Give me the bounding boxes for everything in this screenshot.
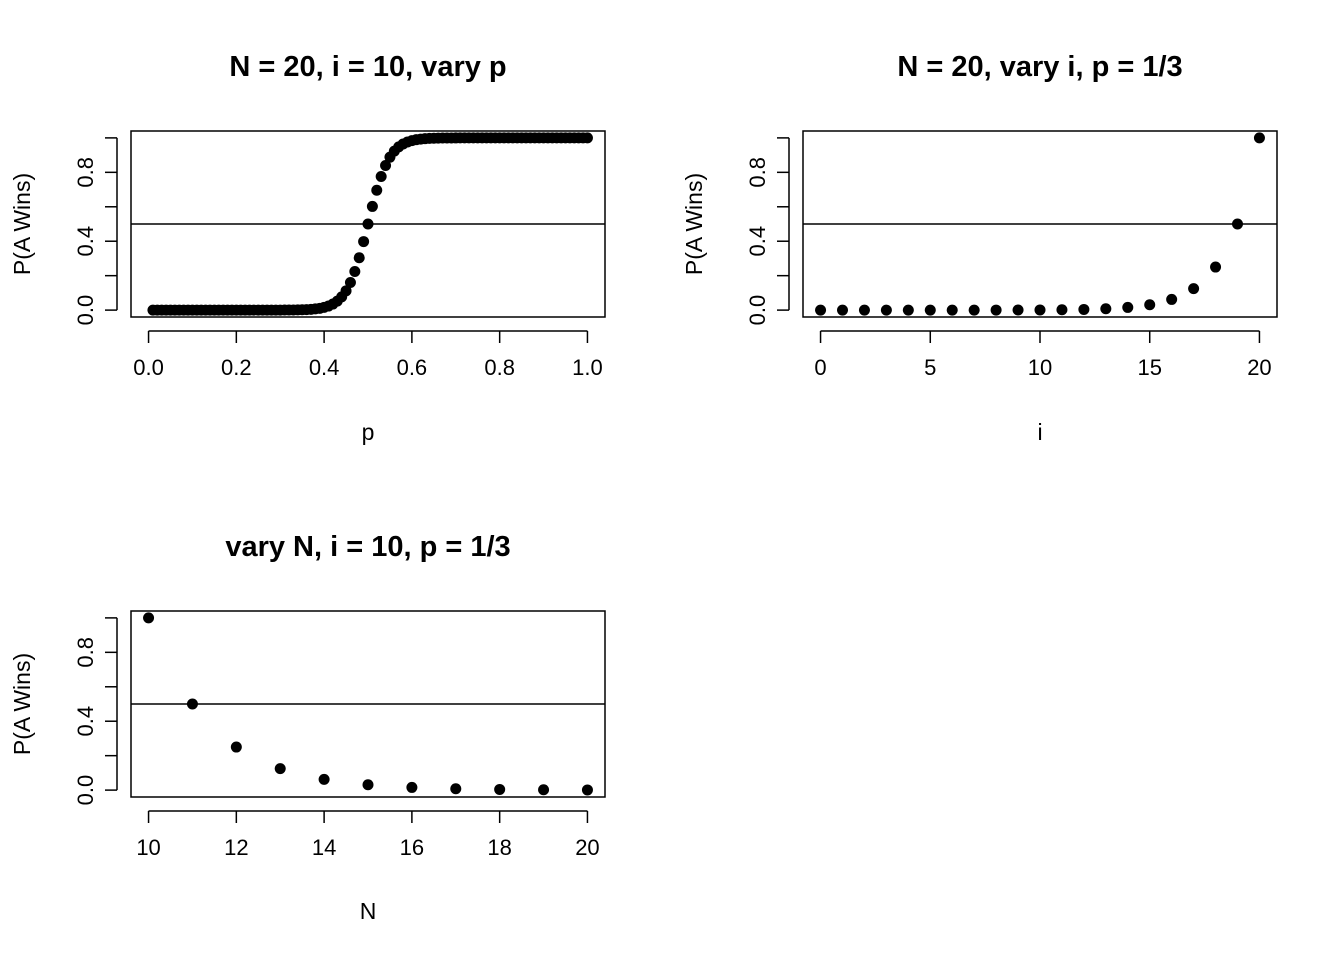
data-point	[318, 773, 330, 785]
data-point	[1122, 301, 1134, 313]
data-point	[366, 200, 378, 212]
x-axis-label: N	[360, 898, 377, 924]
data-point	[143, 612, 155, 624]
x-tick-label: 0.4	[309, 355, 340, 380]
chart-panel-1: N = 20, i = 10, vary p 0.0 0.2 0.4 0.6 0.8 1.0…	[9, 51, 606, 445]
y-tick-label: 0.4	[73, 226, 98, 257]
x-tick-label: 0.8	[484, 355, 515, 380]
x-tick-label: 12	[224, 835, 248, 860]
data-point	[924, 304, 936, 316]
y-tick-label: 0.4	[73, 706, 98, 737]
data-point	[358, 236, 370, 248]
chart-panel-3: vary N, i = 10, p = 1/3 10 12 14 16 18 20 0.0 0.…	[9, 531, 606, 924]
data-point	[968, 304, 980, 316]
data-point	[1232, 218, 1243, 230]
data-point	[1144, 299, 1156, 311]
data-point	[990, 304, 1002, 316]
data-point	[362, 779, 374, 791]
data-point	[581, 784, 593, 796]
data-point	[353, 252, 365, 264]
x-tick-label: 20	[575, 835, 599, 860]
data-point	[186, 698, 198, 710]
data-point	[1188, 283, 1200, 295]
x-tick-label: 0.6	[397, 355, 428, 380]
chart-title: N = 20, i = 10, vary p	[229, 51, 506, 83]
data-point	[450, 783, 462, 795]
y-axis-label: P(A Wins)	[681, 173, 707, 275]
data-point	[815, 304, 827, 316]
data-point	[344, 277, 356, 289]
data-point	[1012, 304, 1024, 316]
data-point	[946, 304, 958, 316]
x-axis-label: i	[1037, 419, 1042, 445]
x-tick-label: 15	[1137, 355, 1161, 380]
data-point	[371, 184, 383, 196]
data-point	[1210, 261, 1222, 273]
x-tick-label: 16	[400, 835, 424, 860]
data-point	[837, 304, 848, 316]
x-tick-label: 0	[814, 355, 826, 380]
x-tick-label: 18	[487, 835, 511, 860]
x-tick-label: 5	[924, 355, 936, 380]
x-axis-label: p	[362, 419, 375, 445]
x-tick-label: 1.0	[572, 355, 603, 380]
y-tick-label: 0.8	[73, 637, 98, 668]
data-point	[1056, 304, 1068, 316]
y-tick-label: 0.4	[745, 226, 770, 257]
x-tick-label: 10	[1028, 355, 1052, 380]
data-point	[349, 266, 361, 278]
data-point	[375, 170, 387, 182]
chart-panel-2: N = 20, vary i, p = 1/3 0 5 10 15 20 0.0 0.4 0.8…	[681, 51, 1278, 445]
data-point	[380, 159, 392, 171]
x-tick-label: 10	[136, 835, 160, 860]
data-point	[406, 781, 418, 793]
data-point	[340, 285, 352, 297]
x-tick-label: 0.0	[133, 355, 164, 380]
y-tick-label: 0.8	[73, 157, 98, 188]
y-tick-label: 0.0	[73, 295, 98, 326]
data-point	[581, 132, 593, 144]
data-point	[1078, 303, 1090, 315]
data-points	[815, 132, 1265, 316]
data-point	[538, 784, 550, 796]
y-axis-label: P(A Wins)	[9, 653, 35, 755]
data-point	[1253, 132, 1265, 144]
x-tick-label: 0.2	[221, 355, 252, 380]
data-point	[880, 304, 892, 316]
data-point	[362, 218, 374, 230]
data-points	[147, 132, 593, 316]
data-point	[1166, 293, 1178, 305]
y-tick-label: 0.8	[745, 157, 770, 188]
data-point	[230, 741, 242, 753]
y-tick-label: 0.0	[73, 775, 98, 806]
data-points	[143, 612, 593, 796]
data-point	[1034, 304, 1046, 316]
data-point	[858, 304, 870, 316]
data-point	[902, 304, 914, 316]
x-tick-label: 14	[312, 835, 336, 860]
data-point	[274, 763, 286, 775]
chart-title: N = 20, vary i, p = 1/3	[897, 51, 1182, 83]
y-axis-label: P(A Wins)	[9, 173, 35, 275]
y-tick-label: 0.0	[745, 295, 770, 326]
data-point	[1100, 303, 1112, 315]
x-tick-label: 20	[1247, 355, 1271, 380]
data-point	[494, 783, 506, 795]
chart-title: vary N, i = 10, p = 1/3	[225, 531, 510, 563]
